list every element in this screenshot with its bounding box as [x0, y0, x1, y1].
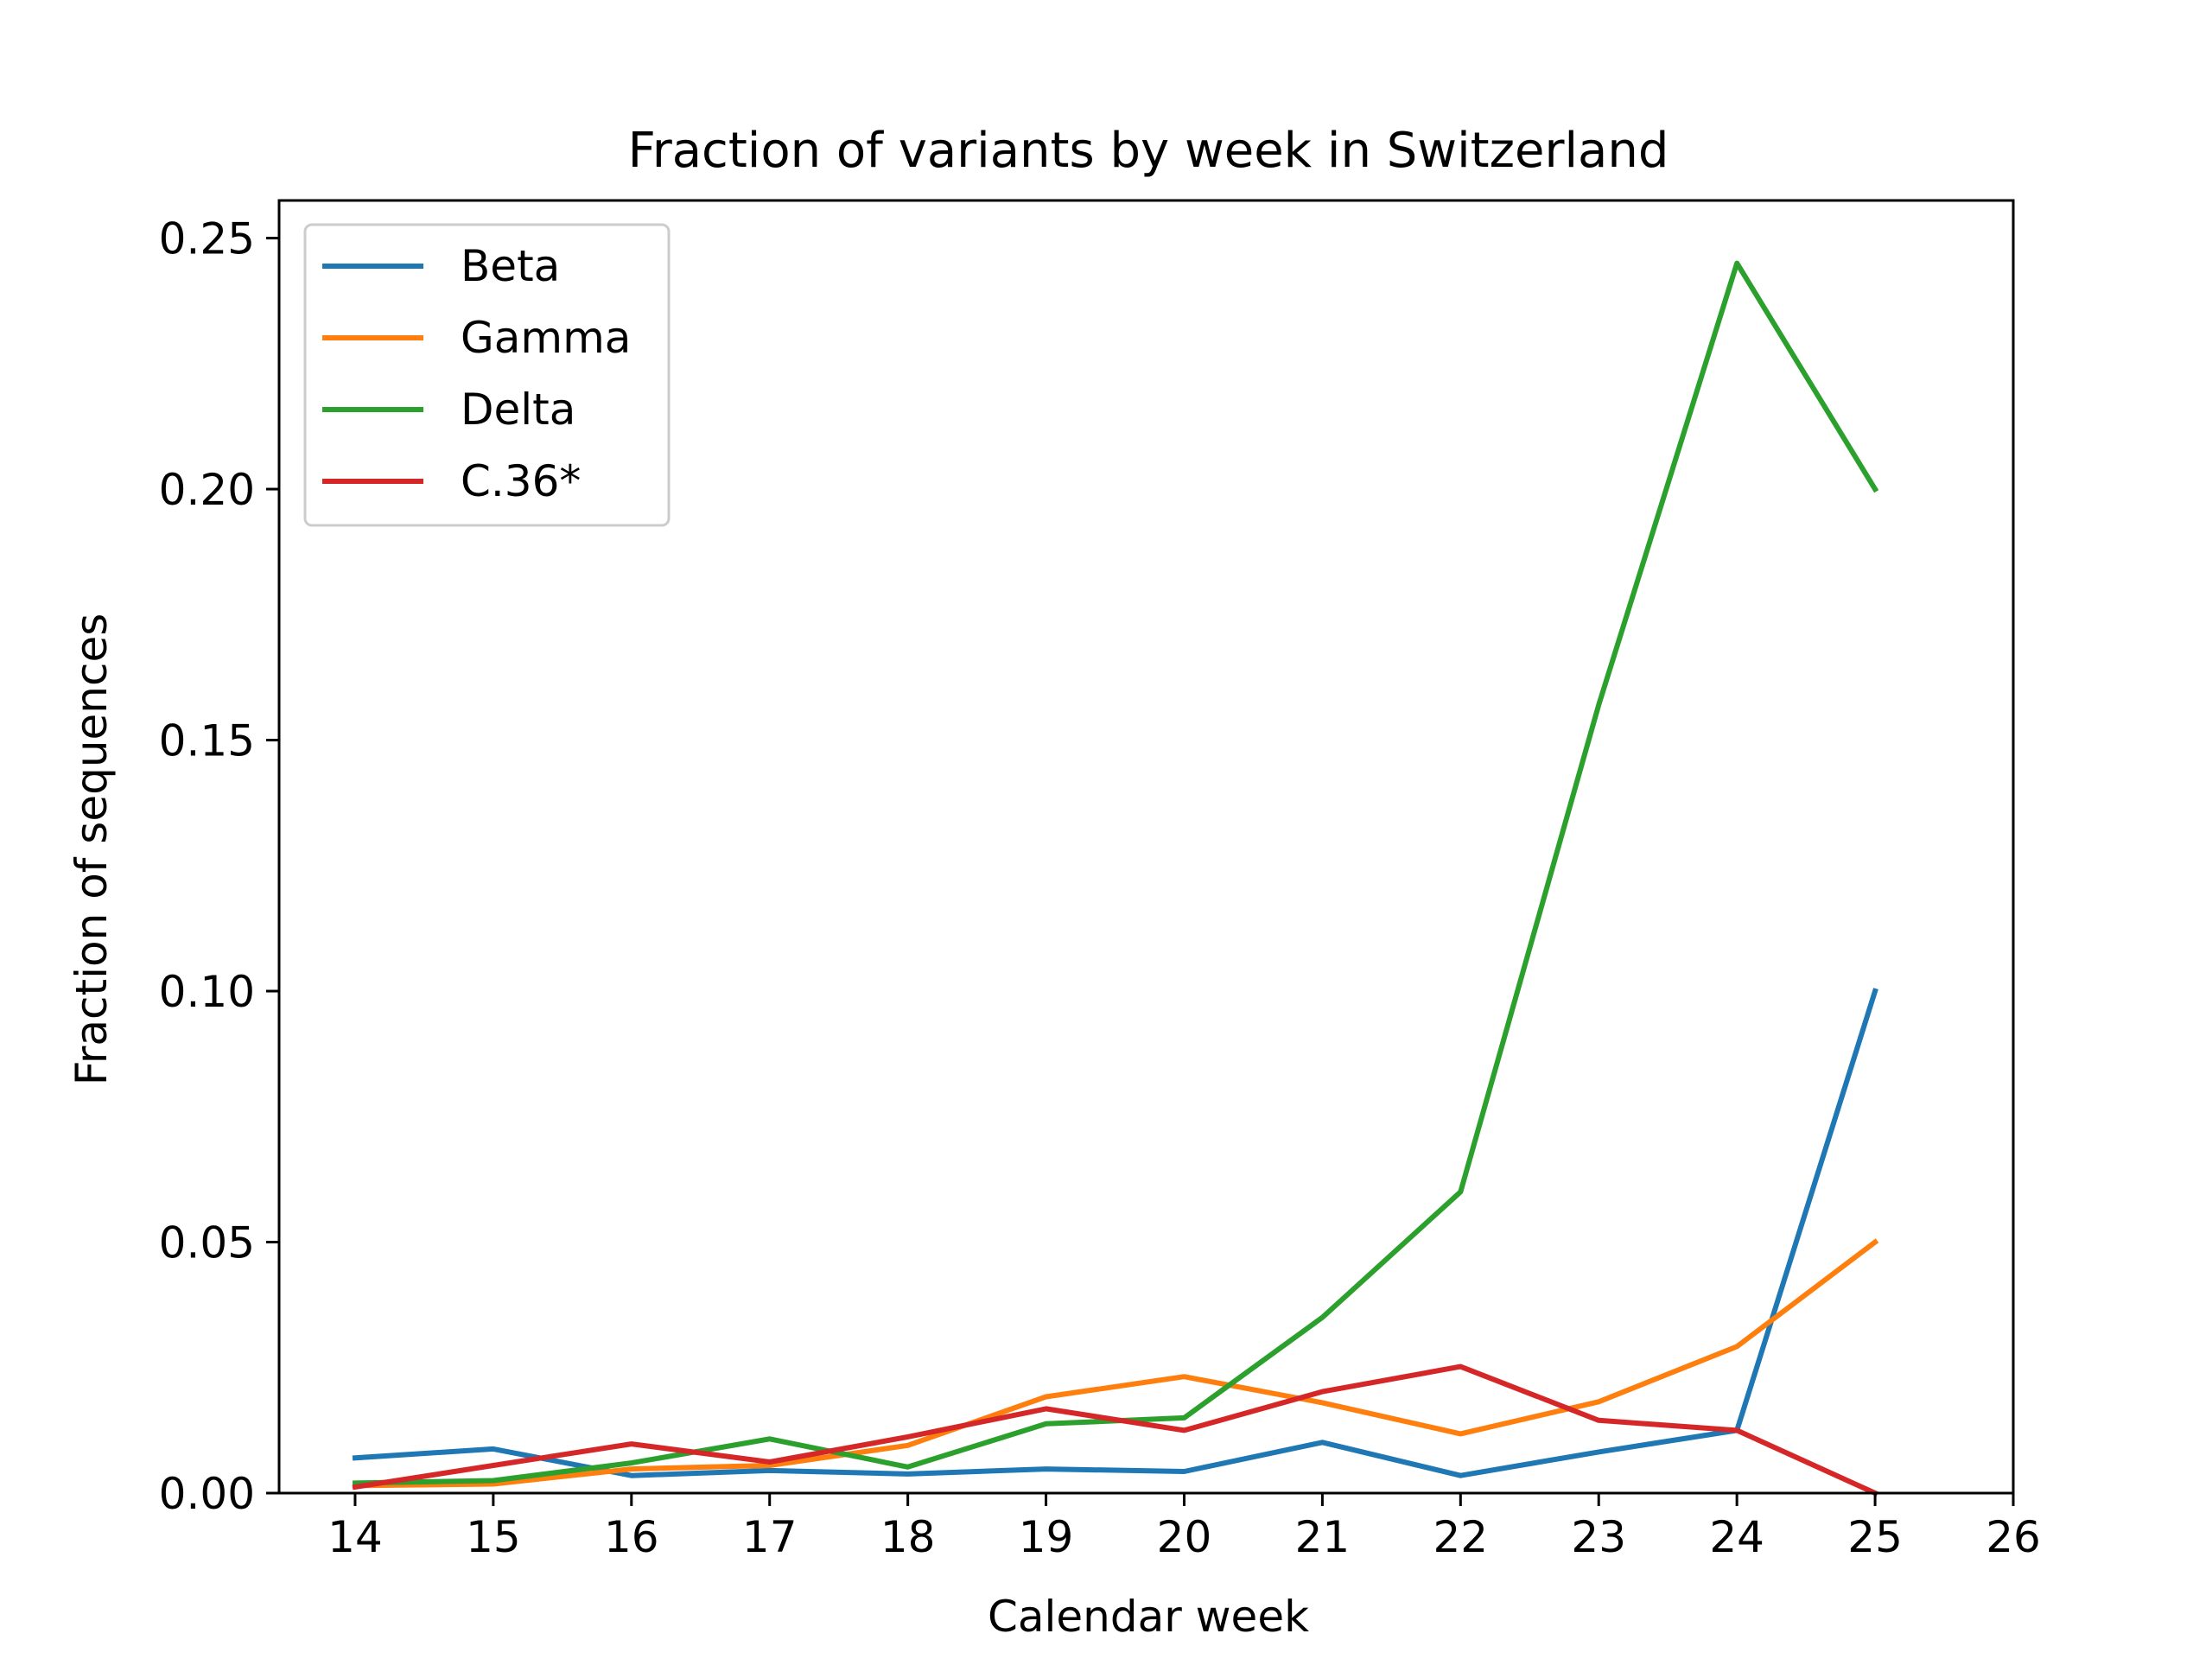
legend-label: Delta [461, 385, 575, 435]
series-line-c36 [352, 1363, 1879, 1497]
x-axis-label: Calendar week [988, 1592, 1309, 1642]
y-tick-label: 0.00 [159, 1469, 255, 1519]
legend-label: Beta [461, 241, 560, 291]
plot-area [277, 199, 2015, 1497]
y-axis-ticks: 0.00 0.05 0.10 0.15 0.20 0.25 [159, 214, 279, 1519]
legend-box [303, 223, 671, 527]
y-tick-label: 0.25 [159, 214, 255, 264]
chart-title: Fraction of variants by week in Switzerl… [628, 123, 1669, 179]
x-tick-label: 22 [1433, 1512, 1489, 1562]
x-tick-label: 15 [466, 1512, 521, 1562]
y-axis-label: Fraction of sequences [67, 613, 117, 1086]
y-tick-label: 0.20 [159, 465, 255, 515]
axes-frame [277, 199, 2015, 1495]
legend-label: C.36* [461, 456, 581, 506]
x-axis-ticks: 14 15 16 17 18 19 20 21 22 23 24 25 26 [327, 1493, 2041, 1562]
x-tick-label: 18 [880, 1512, 936, 1562]
x-tick-label: 21 [1295, 1512, 1351, 1562]
x-tick-label: 20 [1157, 1512, 1212, 1562]
series-line-gamma [352, 1238, 1879, 1489]
x-tick-label: 24 [1709, 1512, 1764, 1562]
y-tick-label: 0.10 [159, 967, 255, 1017]
legend: Beta Gamma Delta C.36* [303, 223, 671, 527]
y-tick-label: 0.15 [159, 716, 255, 766]
x-tick-label: 25 [1847, 1512, 1903, 1562]
x-tick-label: 14 [327, 1512, 383, 1562]
x-tick-label: 19 [1019, 1512, 1074, 1562]
x-tick-label: 17 [742, 1512, 798, 1562]
x-tick-label: 23 [1571, 1512, 1626, 1562]
x-tick-label: 26 [1986, 1512, 2041, 1562]
x-tick-label: 16 [604, 1512, 659, 1562]
legend-label: Gamma [461, 313, 631, 363]
y-tick-label: 0.05 [159, 1218, 255, 1268]
